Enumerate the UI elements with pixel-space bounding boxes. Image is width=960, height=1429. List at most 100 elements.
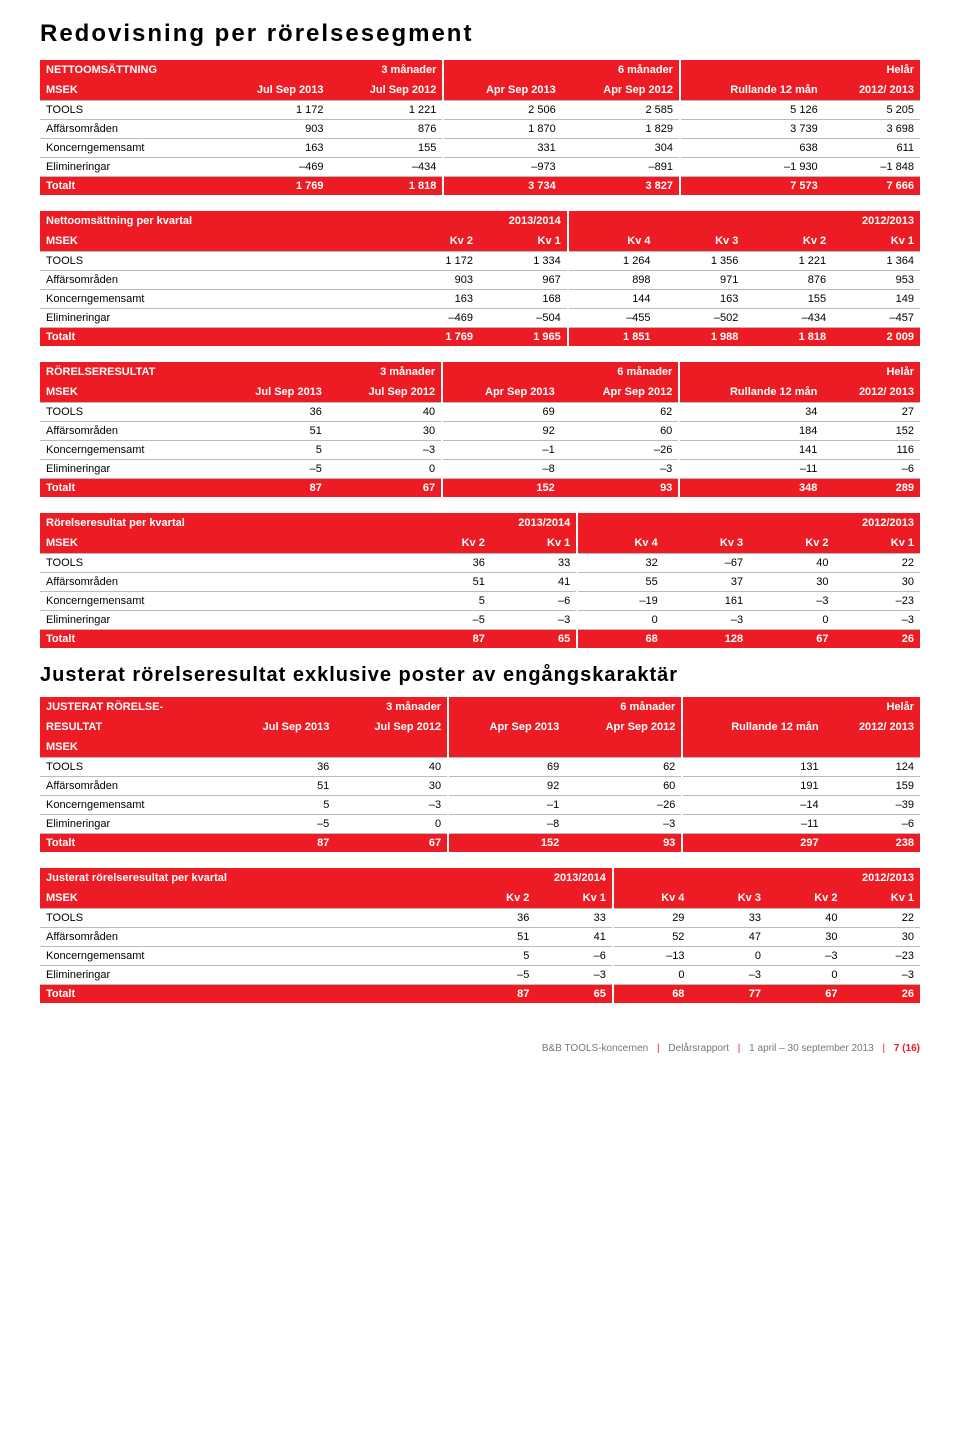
col-head: Jul Sep 2012 [330, 80, 443, 101]
table-cell: 1 221 [744, 252, 832, 271]
table-cell: –67 [664, 554, 749, 573]
table-cell: 128 [664, 630, 749, 649]
table-cell: –3 [843, 966, 920, 985]
col-head: MSEK [40, 888, 459, 909]
table-cell: 7 666 [824, 177, 920, 196]
table-cell: 5 205 [824, 101, 920, 120]
table-cell: 152 [823, 422, 920, 441]
table-cell: –3 [561, 460, 679, 479]
table-row: Affärsområden51309260184152 [40, 422, 920, 441]
table-cell: 51 [459, 928, 536, 947]
table-cell: –39 [825, 796, 920, 815]
table-row: TOOLS363329334022 [40, 909, 920, 928]
col-head: 3 månader [215, 362, 441, 382]
table-nettoomsattning-kvartal: Nettoomsättning per kvartal 2013/2014 20… [40, 211, 920, 346]
table-cell: 1 965 [479, 328, 567, 347]
table-row: Koncerngemensamt163168144163155149 [40, 290, 920, 309]
table-row: Elimineringar–50–8–3–11–6 [40, 460, 920, 479]
table-cell: 124 [825, 758, 920, 777]
table-cell: Elimineringar [40, 611, 405, 630]
col-head: RÖRELSERESULTAT [40, 362, 215, 382]
table-cell: 0 [328, 460, 441, 479]
table-cell: 163 [391, 290, 479, 309]
table-cell: 163 [217, 139, 330, 158]
table-cell: 953 [832, 271, 920, 290]
table-cell: 331 [444, 139, 561, 158]
table-cell: Affärsområden [40, 120, 217, 139]
table-row: Elimineringar–50–8–3–11–6 [40, 815, 920, 834]
table-justerat-rorelseresultat: JUSTERAT RÖRELSE- 3 månader 6 månader He… [40, 697, 920, 852]
table-cell: TOOLS [40, 403, 215, 422]
table-cell: 149 [832, 290, 920, 309]
table-cell: 168 [479, 290, 567, 309]
table-cell: 22 [843, 909, 920, 928]
table-cell: 87 [224, 834, 336, 853]
table-row: Affärsområden51309260191159 [40, 777, 920, 796]
table-cell: –26 [561, 441, 679, 460]
col-head: Justerat rörelseresultat per kvartal [40, 868, 459, 888]
table-cell: –3 [565, 815, 681, 834]
footer-page: 7 (16) [894, 1043, 920, 1054]
table-row: Affärsområden9038761 8701 8293 7393 698 [40, 120, 920, 139]
table-cell: Totalt [40, 479, 215, 498]
table-cell: Affärsområden [40, 777, 224, 796]
table-row: Affärsområden903967898971876953 [40, 271, 920, 290]
table-nettoomsattning: NETTOOMSÄTTNING 3 månader 6 månader Helå… [40, 60, 920, 195]
separator-icon: | [876, 1043, 891, 1054]
table-cell: 155 [744, 290, 832, 309]
table-cell: 87 [215, 479, 328, 498]
table-cell: –5 [224, 815, 336, 834]
col-head: 2013/2014 [459, 868, 612, 888]
col-head: 2013/2014 [405, 513, 576, 533]
table-cell: –13 [614, 947, 691, 966]
table-cell: Koncerngemensamt [40, 441, 215, 460]
col-head: 2012/2013 [569, 211, 920, 231]
col-head: Rullande 12 mån [683, 717, 824, 737]
table-cell: 67 [335, 834, 447, 853]
table-cell: –5 [405, 611, 490, 630]
table-cell: 87 [459, 985, 536, 1004]
col-head: Rullande 12 mån [681, 80, 824, 101]
col-head: MSEK [40, 80, 217, 101]
table-row: Koncerngemensamt5–3–1–26–14–39 [40, 796, 920, 815]
col-head: Kv 3 [664, 533, 749, 554]
table-total-row: Totalt876568776726 [40, 985, 920, 1004]
table-row: TOOLS36406962131124 [40, 758, 920, 777]
table-row: Elimineringar–5–30–30–3 [40, 966, 920, 985]
table-cell: –5 [459, 966, 536, 985]
table-cell: 65 [535, 985, 612, 1004]
table-cell: 67 [328, 479, 441, 498]
col-head: Apr Sep 2012 [561, 382, 679, 403]
table-cell: 51 [405, 573, 490, 592]
col-head: Kv 4 [578, 533, 663, 554]
table-cell: Affärsområden [40, 422, 215, 441]
table-cell: 1 356 [657, 252, 745, 271]
col-head: Jul Sep 2012 [328, 382, 441, 403]
table-cell: Koncerngemensamt [40, 947, 459, 966]
table-cell: Koncerngemensamt [40, 290, 391, 309]
col-head: Apr Sep 2013 [443, 382, 561, 403]
table-cell: Elimineringar [40, 966, 459, 985]
table-cell: 34 [680, 403, 823, 422]
table-cell: –5 [215, 460, 328, 479]
col-head: Kv 2 [459, 888, 536, 909]
col-head: 2012/ 2013 [823, 382, 920, 403]
table-cell: 3 827 [562, 177, 679, 196]
section-title: Justerat rörelseresultat exklusive poste… [40, 664, 920, 687]
table-cell: –1 848 [824, 158, 920, 177]
col-head: 2012/ 2013 [825, 717, 920, 737]
table-cell: –26 [565, 796, 681, 815]
table-cell: 3 734 [444, 177, 561, 196]
col-head: Kv 2 [405, 533, 490, 554]
table-cell: 51 [215, 422, 328, 441]
table-cell: 876 [744, 271, 832, 290]
table-body: TOOLS364069623427Affärsområden5130926018… [40, 403, 920, 498]
table-cell: 144 [569, 290, 657, 309]
table-total-row: Totalt876715293297238 [40, 834, 920, 853]
col-head: Kv 1 [535, 888, 612, 909]
table-cell: 36 [459, 909, 536, 928]
table-cell: 30 [767, 928, 844, 947]
col-head: 3 månader [224, 697, 448, 717]
table-total-row: Totalt1 7691 9651 8511 9881 8182 009 [40, 328, 920, 347]
table-cell: 68 [578, 630, 663, 649]
